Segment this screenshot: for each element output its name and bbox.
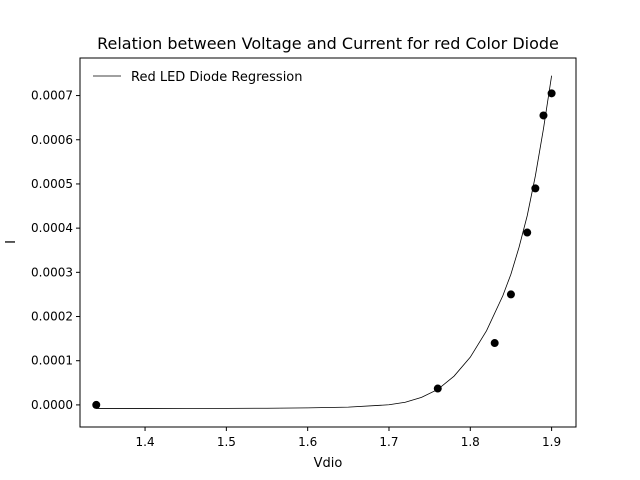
x-tick-label: 1.4 <box>136 435 155 449</box>
x-tick-label: 1.5 <box>217 435 236 449</box>
y-tick-label: 0.0005 <box>31 177 73 191</box>
data-point <box>531 184 540 193</box>
x-tick-label: 1.9 <box>542 435 561 449</box>
legend: Red LED Diode Regression <box>93 70 303 85</box>
chart-title: Relation between Voltage and Current for… <box>97 34 559 53</box>
data-point <box>547 89 556 98</box>
y-tick-label: 0.0000 <box>31 398 73 412</box>
regression-line <box>96 75 553 409</box>
data-point <box>539 111 548 120</box>
legend-entry-regression: Red LED Diode Regression <box>131 70 303 85</box>
data-point <box>92 400 101 409</box>
data-point <box>523 228 532 237</box>
data-point <box>433 384 442 393</box>
y-tick-label: 0.0003 <box>31 265 73 279</box>
x-tick-label: 1.8 <box>461 435 480 449</box>
y-tick-label: 0.0006 <box>31 133 73 147</box>
x-tick-label: 1.7 <box>379 435 398 449</box>
y-tick-label: 0.0001 <box>31 354 73 368</box>
y-tick-label: 0.0004 <box>31 221 73 235</box>
y-tick-label: 0.0002 <box>31 310 73 324</box>
x-tick-label: 1.6 <box>298 435 317 449</box>
x-axis-ticks: 1.4 1.5 1.6 1.7 1.8 1.9 <box>136 427 561 449</box>
x-axis-label: Vdio <box>314 456 343 471</box>
y-axis-ticks: 0.0000 0.0001 0.0002 0.0003 0.0004 0.0005 0.00… <box>31 89 80 412</box>
axes-frame <box>79 57 577 428</box>
plot-area <box>92 75 556 409</box>
y-tick-label: 0.0007 <box>31 89 73 103</box>
data-point <box>490 339 499 348</box>
data-point <box>506 290 515 299</box>
y-axis-label: I <box>4 240 19 244</box>
